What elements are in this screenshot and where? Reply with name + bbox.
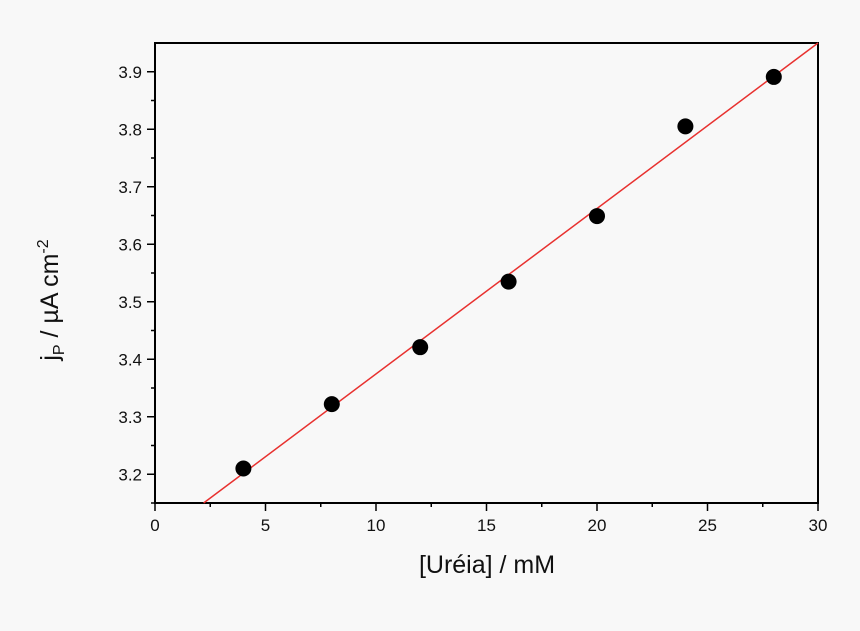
y-tick-label: 3.3 [118, 408, 142, 427]
x-tick-label: 15 [477, 516, 496, 535]
x-tick-label: 5 [261, 516, 270, 535]
y-label-rest: / µA cm [36, 254, 64, 345]
y-tick-label: 3.2 [118, 465, 142, 484]
x-tick-label: 25 [698, 516, 717, 535]
y-tick-label: 3.4 [118, 350, 142, 369]
data-point [500, 273, 517, 290]
data-point [677, 118, 694, 135]
x-tick-label: 0 [150, 516, 159, 535]
y-tick-label: 3.7 [118, 178, 142, 197]
y-tick-label: 3.5 [118, 293, 142, 312]
x-tick-label: 20 [588, 516, 607, 535]
x-tick-label: 10 [367, 516, 386, 535]
y-tick-label: 3.9 [118, 63, 142, 82]
y-label-main: j [36, 355, 64, 362]
y-label-sup: -2 [35, 239, 52, 253]
y-label-sub: P [51, 344, 68, 355]
x-tick-label: 30 [809, 516, 828, 535]
y-axis-label: jP / µA cm-2 [35, 239, 68, 361]
data-point [412, 339, 429, 356]
y-tick-label: 3.6 [118, 235, 142, 254]
data-point [589, 208, 605, 225]
data-point [323, 396, 340, 413]
y-tick-label: 3.8 [118, 120, 142, 139]
fit-line [203, 42, 819, 504]
x-axis-label: [Uréia] / mM [419, 551, 555, 579]
data-point [235, 460, 252, 477]
data-point [765, 68, 782, 85]
